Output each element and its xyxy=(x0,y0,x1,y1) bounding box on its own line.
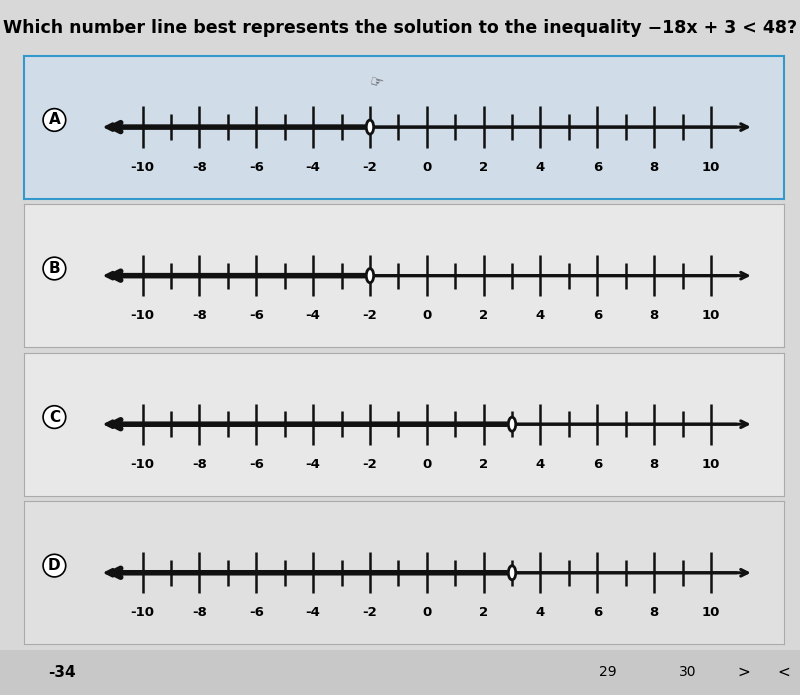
Text: 6: 6 xyxy=(593,161,602,174)
Text: -6: -6 xyxy=(249,458,264,471)
Text: -2: -2 xyxy=(362,161,378,174)
Text: -4: -4 xyxy=(306,458,321,471)
Text: -6: -6 xyxy=(249,161,264,174)
Text: 2: 2 xyxy=(479,309,488,322)
Text: 6: 6 xyxy=(593,309,602,322)
Text: -10: -10 xyxy=(130,458,154,471)
Text: -10: -10 xyxy=(130,161,154,174)
Text: 4: 4 xyxy=(536,161,545,174)
Text: 0: 0 xyxy=(422,309,431,322)
Circle shape xyxy=(508,417,516,432)
Text: 6: 6 xyxy=(593,458,602,471)
Text: 6: 6 xyxy=(593,607,602,619)
Text: 2: 2 xyxy=(479,161,488,174)
Circle shape xyxy=(508,566,516,580)
Text: 0: 0 xyxy=(422,458,431,471)
Text: Which number line best represents the solution to the inequality −18x + 3 < 48?: Which number line best represents the so… xyxy=(3,19,797,38)
Text: 10: 10 xyxy=(702,607,720,619)
Text: D: D xyxy=(48,558,61,573)
Text: ☞: ☞ xyxy=(367,74,384,92)
Text: -6: -6 xyxy=(249,309,264,322)
Text: 8: 8 xyxy=(650,309,658,322)
Text: 8: 8 xyxy=(650,607,658,619)
Text: -8: -8 xyxy=(192,607,207,619)
Text: <: < xyxy=(778,665,790,680)
Circle shape xyxy=(366,120,374,134)
Text: 0: 0 xyxy=(422,607,431,619)
Text: 2: 2 xyxy=(479,607,488,619)
Text: 29: 29 xyxy=(599,665,617,680)
Text: -8: -8 xyxy=(192,161,207,174)
Text: 4: 4 xyxy=(536,458,545,471)
Text: 4: 4 xyxy=(536,607,545,619)
Text: A: A xyxy=(49,113,60,127)
Text: 10: 10 xyxy=(702,458,720,471)
Text: -2: -2 xyxy=(362,309,378,322)
Text: 2: 2 xyxy=(479,458,488,471)
Text: 30: 30 xyxy=(679,665,697,680)
Text: -4: -4 xyxy=(306,607,321,619)
Text: -4: -4 xyxy=(306,309,321,322)
Text: 10: 10 xyxy=(702,309,720,322)
Text: 4: 4 xyxy=(536,309,545,322)
Text: -2: -2 xyxy=(362,607,378,619)
Text: -8: -8 xyxy=(192,309,207,322)
Text: -8: -8 xyxy=(192,458,207,471)
Text: -6: -6 xyxy=(249,607,264,619)
Text: 10: 10 xyxy=(702,161,720,174)
Text: -10: -10 xyxy=(130,607,154,619)
Text: >: > xyxy=(738,665,750,680)
Text: -4: -4 xyxy=(306,161,321,174)
Circle shape xyxy=(366,268,374,283)
Text: 0: 0 xyxy=(422,161,431,174)
Text: -2: -2 xyxy=(362,458,378,471)
Text: C: C xyxy=(49,409,60,425)
Text: 8: 8 xyxy=(650,161,658,174)
Text: -34: -34 xyxy=(48,665,76,680)
Text: -10: -10 xyxy=(130,309,154,322)
Text: 8: 8 xyxy=(650,458,658,471)
Text: B: B xyxy=(49,261,60,276)
